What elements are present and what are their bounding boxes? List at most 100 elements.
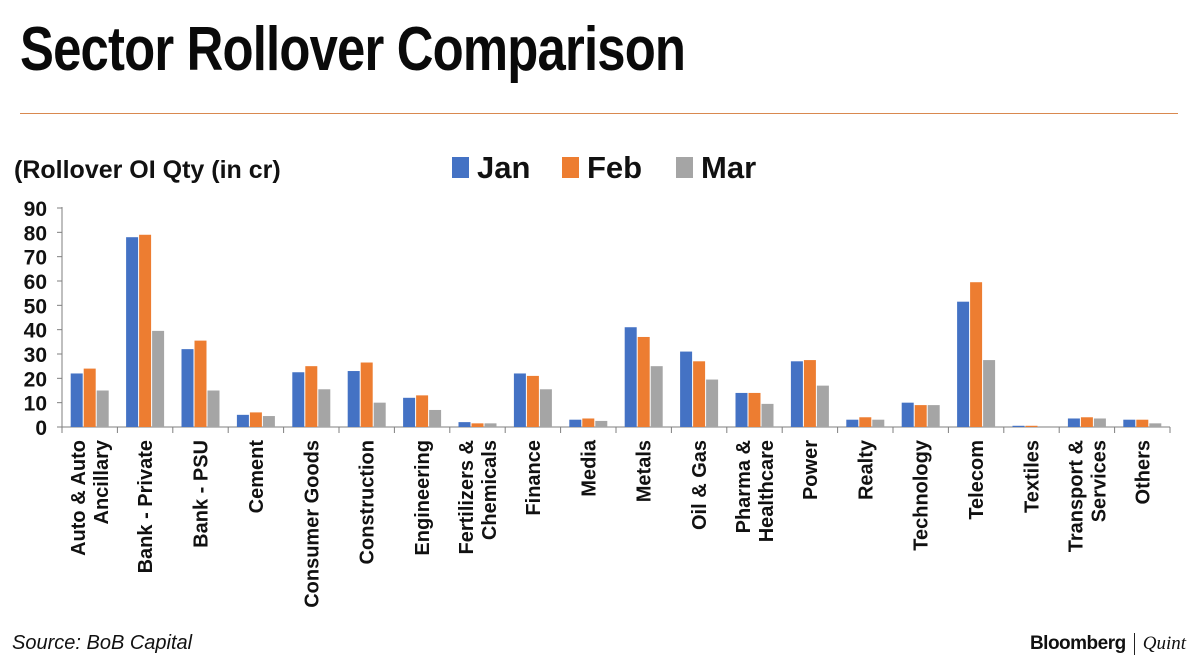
brand-name: Bloomberg xyxy=(1029,633,1126,654)
bar-mar xyxy=(262,416,275,427)
bar-mar xyxy=(373,402,386,427)
bar-jan xyxy=(735,392,748,427)
brand-partner: Quint xyxy=(1142,633,1186,654)
legend-label-feb: Feb xyxy=(587,150,642,185)
x-category-label: Finance xyxy=(523,440,545,516)
page-title: Sector Rollover Comparison xyxy=(20,15,686,84)
bar-mar xyxy=(1149,423,1162,427)
bar-feb xyxy=(1136,419,1149,427)
bar-jan xyxy=(458,422,471,427)
bar-feb xyxy=(526,375,539,427)
legend-swatch-jan xyxy=(452,157,469,178)
bar-jan xyxy=(1067,418,1080,427)
bar-feb xyxy=(471,423,484,427)
bar-feb xyxy=(582,418,595,427)
legend-label-jan: Jan xyxy=(477,150,530,185)
brand-separator xyxy=(1133,633,1135,655)
bar-jan xyxy=(790,361,803,427)
bar-mar xyxy=(539,389,552,427)
bar-jan xyxy=(292,372,305,427)
x-category-label: Metals xyxy=(634,440,656,502)
x-category-label: Others xyxy=(1132,440,1154,504)
title-divider xyxy=(20,113,1178,114)
x-category-label: Telecom xyxy=(966,440,988,520)
bar-mar xyxy=(595,420,608,427)
y-axis-label: (Rollover OI Qty (in cr) xyxy=(14,156,281,184)
source-note: Source: BoB Capital xyxy=(12,632,193,654)
x-category-label: Consumer Goods xyxy=(301,440,323,608)
bar-feb xyxy=(693,361,706,427)
bar-mar xyxy=(816,385,829,427)
x-category-label: Construction xyxy=(357,440,379,564)
x-category-label: Oil & Gas xyxy=(689,440,711,530)
bar-jan xyxy=(901,402,914,427)
y-tick-label: 70 xyxy=(24,247,47,270)
bar-jan xyxy=(680,351,693,427)
bar-feb xyxy=(748,392,761,427)
x-category-label: Bank - PSU xyxy=(191,440,213,548)
bar-mar xyxy=(96,390,109,427)
legend-label-mar: Mar xyxy=(701,150,756,185)
legend-swatch-mar xyxy=(676,157,693,178)
bar-jan xyxy=(846,419,859,427)
y-tick-label: 30 xyxy=(24,344,47,367)
x-category-label: Healthcare xyxy=(756,440,778,542)
x-category-label: Media xyxy=(578,439,600,497)
x-category-label: Technology xyxy=(911,439,933,551)
brand-logo: Bloomberg Quint xyxy=(1030,633,1186,655)
x-category-label: Textiles xyxy=(1022,440,1044,513)
bar-feb xyxy=(859,417,872,427)
bar-feb xyxy=(305,366,318,427)
y-tick-label: 90 xyxy=(24,198,47,221)
bar-feb xyxy=(637,336,650,427)
bar-mar xyxy=(429,409,442,427)
x-category-label: Fertilizers & xyxy=(456,440,478,554)
x-category-label: Transport & xyxy=(1065,440,1087,552)
x-category-label: Engineering xyxy=(412,440,434,556)
bar-mar xyxy=(983,360,996,427)
bar-mar xyxy=(872,419,885,427)
bar-jan xyxy=(1012,425,1025,427)
x-category-label: Auto & Auto xyxy=(68,440,90,556)
x-category-label: Chemicals xyxy=(479,440,501,540)
bar-mar xyxy=(318,389,331,427)
bar-mar xyxy=(207,390,220,427)
bar-feb xyxy=(970,282,983,427)
y-tick-label: 50 xyxy=(24,295,47,318)
x-category-label: Services xyxy=(1088,440,1110,522)
bar-feb xyxy=(1025,425,1038,427)
bar-jan xyxy=(1123,419,1136,427)
bar-jan xyxy=(569,419,582,427)
bar-feb xyxy=(360,362,373,427)
bar-jan xyxy=(347,371,360,427)
x-category-label: Cement xyxy=(246,440,268,514)
x-category-label: Pharma & xyxy=(733,440,755,533)
bar-mar xyxy=(152,330,165,427)
bar-feb xyxy=(803,360,816,427)
x-category-label: Ancillary xyxy=(91,439,113,524)
bar-mar xyxy=(650,366,663,427)
bar-jan xyxy=(513,373,526,427)
y-tick-label: 80 xyxy=(24,222,47,245)
bar-jan xyxy=(181,349,194,427)
bar-jan xyxy=(403,397,416,427)
bar-mar xyxy=(761,403,774,427)
bar-feb xyxy=(1080,417,1093,427)
x-category-label: Realty xyxy=(855,439,877,500)
y-tick-label: 0 xyxy=(35,417,47,440)
y-tick-label: 40 xyxy=(24,320,47,343)
y-tick-label: 10 xyxy=(24,393,47,416)
bar-mar xyxy=(706,379,719,427)
bar-feb xyxy=(249,412,262,427)
bar-jan xyxy=(957,301,970,427)
bar-jan xyxy=(624,327,637,427)
bar-mar xyxy=(927,405,940,427)
bar-feb xyxy=(914,405,927,427)
bar-feb xyxy=(194,340,207,427)
x-category-label: Bank - Private xyxy=(135,440,157,573)
bar-feb xyxy=(139,234,152,427)
bar-mar xyxy=(1093,418,1106,427)
bar-jan xyxy=(126,237,139,427)
y-tick-label: 60 xyxy=(24,271,47,294)
